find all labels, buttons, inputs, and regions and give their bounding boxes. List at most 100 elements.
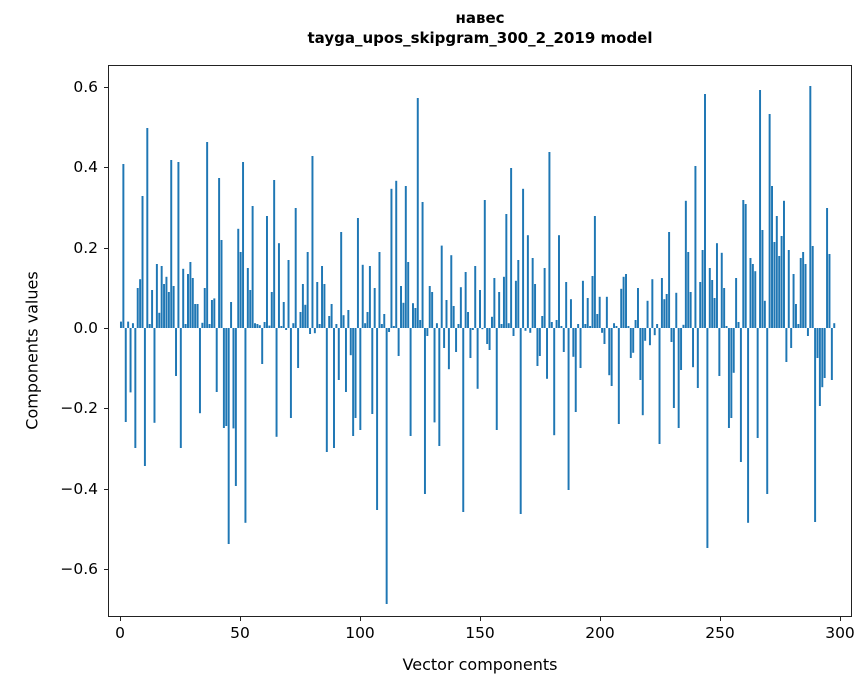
bar <box>519 327 522 515</box>
bar <box>244 327 247 523</box>
bar <box>352 327 355 436</box>
bar <box>823 327 826 378</box>
bar <box>639 327 642 380</box>
bar <box>376 327 379 510</box>
x-tick-label: 250 <box>705 624 735 642</box>
bar <box>701 250 704 328</box>
x-axis-label: Vector components <box>402 655 558 674</box>
bar <box>749 258 752 328</box>
bar <box>636 288 639 329</box>
bar <box>553 327 556 436</box>
bar <box>713 297 716 328</box>
bar <box>182 268 185 329</box>
bar <box>388 327 391 332</box>
bar <box>826 208 829 329</box>
bar <box>471 327 474 331</box>
bar <box>280 326 283 329</box>
bar <box>615 326 618 329</box>
bar <box>830 327 833 380</box>
bar <box>459 287 462 328</box>
bar-series <box>119 85 836 604</box>
chart-title-line-1: навес <box>455 9 505 27</box>
bar <box>505 214 508 328</box>
bar <box>771 186 774 329</box>
bar <box>761 230 764 329</box>
bar <box>141 195 144 328</box>
bar <box>368 266 371 329</box>
x-tick-mark <box>720 617 721 621</box>
bar <box>227 327 230 545</box>
bar <box>797 324 800 328</box>
bar <box>146 128 149 329</box>
bar <box>742 200 745 329</box>
bar <box>718 327 721 376</box>
bar <box>572 327 575 357</box>
bar <box>510 167 513 328</box>
bar <box>208 324 211 328</box>
bar <box>385 327 388 604</box>
bar <box>364 323 367 329</box>
bar <box>794 304 797 329</box>
bar <box>129 327 132 393</box>
bar <box>328 316 331 328</box>
bar <box>548 151 551 328</box>
bar <box>313 327 316 334</box>
bar <box>175 327 178 376</box>
x-tick-mark <box>480 617 481 621</box>
bar <box>311 156 314 329</box>
bar <box>699 282 702 329</box>
bar <box>479 289 481 328</box>
bar <box>443 327 446 348</box>
bar <box>445 299 448 328</box>
bar <box>203 288 206 329</box>
bar <box>378 252 381 329</box>
bar <box>254 323 256 329</box>
bar <box>455 327 458 352</box>
bar <box>263 321 266 328</box>
bar <box>234 327 237 486</box>
bar <box>531 258 534 328</box>
bar <box>833 323 836 329</box>
bar <box>438 327 441 446</box>
bar <box>222 327 225 428</box>
bar <box>589 326 592 329</box>
bar <box>747 327 750 523</box>
bar <box>486 327 489 344</box>
bar <box>160 266 163 329</box>
bar <box>804 264 807 328</box>
bar <box>651 279 654 329</box>
bar <box>225 327 228 427</box>
bar <box>163 283 166 328</box>
bar <box>689 291 692 328</box>
bar <box>306 252 309 329</box>
bar <box>134 327 137 449</box>
bar <box>392 326 395 329</box>
bar <box>457 324 460 328</box>
bar <box>189 261 192 328</box>
bar <box>739 327 742 462</box>
bar <box>347 310 350 329</box>
bar <box>462 327 465 512</box>
bar <box>715 243 718 328</box>
bar <box>435 323 438 329</box>
x-tick-label: 200 <box>585 624 615 642</box>
y-tick-label: −0.6 <box>60 559 98 578</box>
bar <box>763 300 766 328</box>
bar <box>232 327 235 429</box>
bar <box>778 255 781 328</box>
bar <box>646 300 649 328</box>
bar <box>136 288 139 329</box>
bar <box>270 291 273 328</box>
bar <box>483 200 486 329</box>
y-tick-label: 0.0 <box>73 319 98 337</box>
bar <box>512 327 515 336</box>
bar <box>285 327 288 331</box>
bar <box>359 327 362 430</box>
bar <box>617 327 620 424</box>
bar <box>605 296 608 328</box>
bar <box>277 243 280 328</box>
bar <box>258 325 261 328</box>
bar <box>251 206 254 328</box>
bar <box>627 326 630 329</box>
bar <box>591 275 594 328</box>
